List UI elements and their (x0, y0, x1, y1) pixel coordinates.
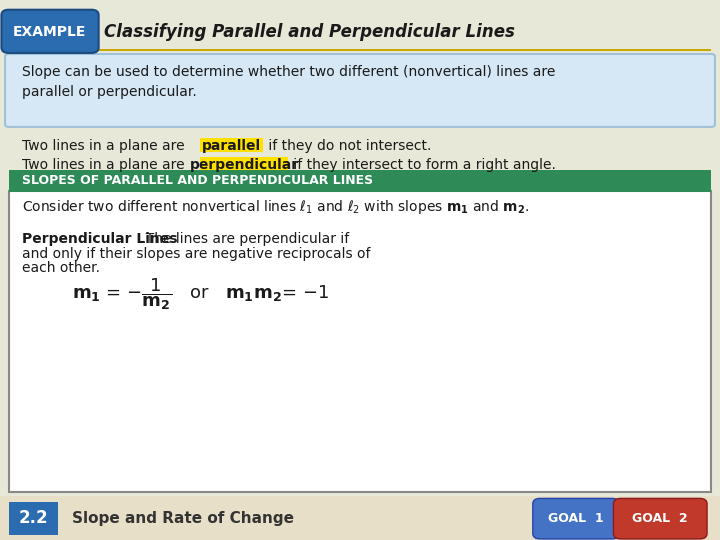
Text: if they do not intersect.: if they do not intersect. (264, 139, 431, 153)
Text: EXAMPLE: EXAMPLE (12, 25, 86, 39)
Text: x: x (664, 366, 672, 381)
Text: Classifying Parallel and Perpendicular Lines: Classifying Parallel and Perpendicular L… (104, 23, 516, 41)
Text: and only if their slopes are negative reciprocals of: and only if their slopes are negative re… (22, 247, 370, 261)
Text: parallel: parallel (202, 139, 261, 153)
Text: each other.: each other. (22, 261, 99, 275)
Text: $\mathbf{m_1}$ = $-\dfrac{1}{\mathbf{m_2}}$   or   $\mathbf{m_1}\mathbf{m_2}$= $: $\mathbf{m_1}$ = $-\dfrac{1}{\mathbf{m_2… (72, 276, 329, 312)
Text: y: y (574, 260, 583, 275)
Text: Two lines in a plane are: Two lines in a plane are (22, 158, 189, 172)
Text: GOAL  2: GOAL 2 (632, 512, 688, 525)
Text: if they intersect to form a right angle.: if they intersect to form a right angle. (289, 158, 557, 172)
Text: GOAL  1: GOAL 1 (548, 512, 604, 525)
Text: Slope and Rate of Change: Slope and Rate of Change (72, 511, 294, 526)
Text: The lines are perpendicular if: The lines are perpendicular if (137, 232, 349, 246)
Text: Two lines in a plane are: Two lines in a plane are (22, 139, 189, 153)
Text: 2.2: 2.2 (18, 509, 48, 528)
Text: Perpendicular Lines: Perpendicular Lines (22, 232, 177, 246)
Text: Slope can be used to determine whether two different (nonvertical) lines are
par: Slope can be used to determine whether t… (22, 65, 555, 99)
Text: SLOPES OF PARALLEL AND PERPENDICULAR LINES: SLOPES OF PARALLEL AND PERPENDICULAR LIN… (22, 174, 373, 187)
Text: Consider two different nonvertical lines $\ell_1$ and $\ell_2$ with slopes $\mat: Consider two different nonvertical lines… (22, 198, 529, 216)
Text: perpendicular: perpendicular (189, 158, 299, 172)
